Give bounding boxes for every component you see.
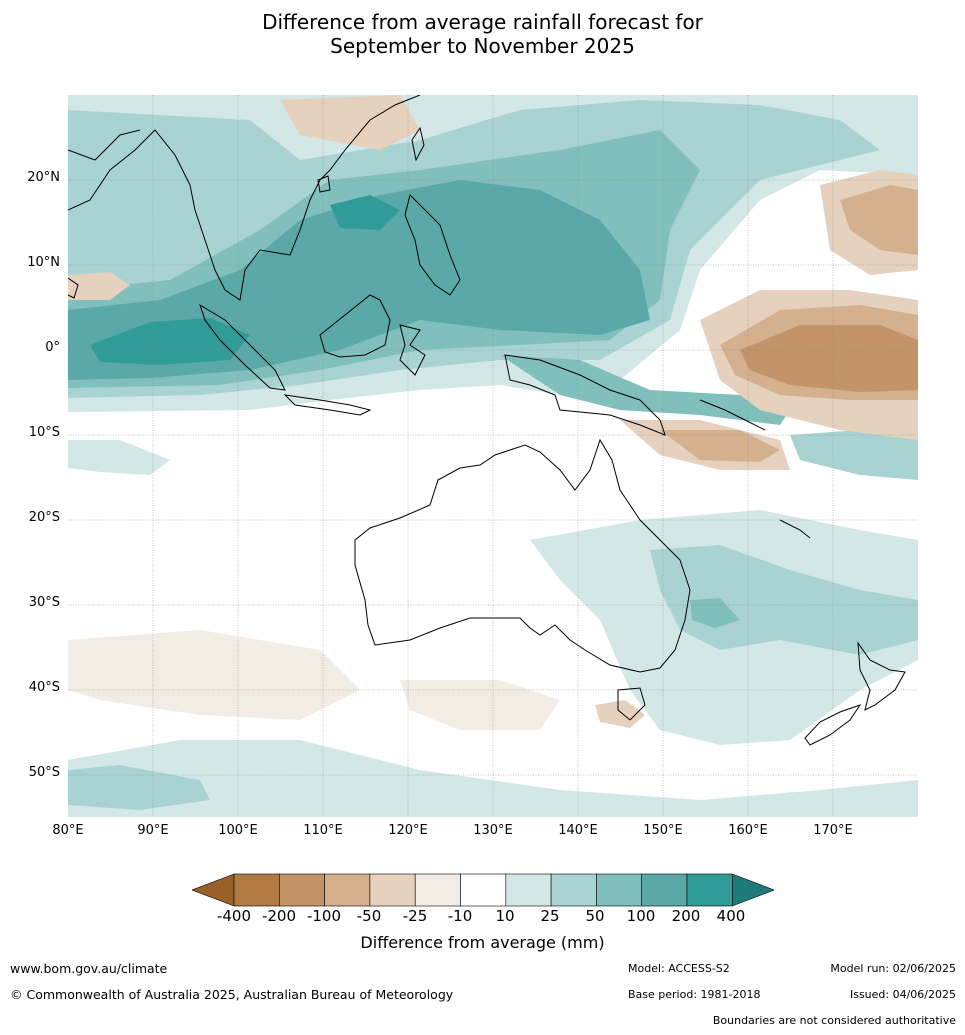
chart-title: Difference from average rainfall forecas… bbox=[0, 10, 965, 58]
sri-lanka-outline bbox=[68, 277, 79, 299]
colorbar-swatch bbox=[550, 873, 597, 907]
wet-region-east-aus-3 bbox=[690, 598, 740, 628]
australia-outline bbox=[354, 438, 691, 673]
hainan-outline bbox=[317, 175, 331, 193]
footer-base-period: Base period: 1981-2018 bbox=[628, 988, 761, 1001]
wet-region-south-2 bbox=[68, 765, 210, 810]
colorbar-tick-50: 50 bbox=[585, 907, 605, 925]
rainfall-map bbox=[68, 95, 918, 817]
colorbar-tick-m25: -25 bbox=[402, 907, 428, 925]
lon-label-90e: 90°E bbox=[137, 823, 169, 838]
lon-label-130e: 130°E bbox=[473, 823, 513, 838]
colorbar-tick-200: 200 bbox=[671, 907, 701, 925]
borneo-outline bbox=[319, 294, 391, 358]
lon-label-140e: 140°E bbox=[558, 823, 598, 838]
footer-website: www.bom.gov.au/climate bbox=[10, 961, 168, 976]
dry-region-south-indian-2 bbox=[400, 680, 560, 730]
dry-region-west-indian bbox=[68, 272, 130, 300]
colorbar-tick-10: 10 bbox=[495, 907, 515, 925]
dry-region-south-china-sea bbox=[280, 95, 420, 150]
title-line-2: September to November 2025 bbox=[330, 34, 635, 58]
lon-label-160e: 160°E bbox=[728, 823, 768, 838]
sulawesi-outline bbox=[399, 324, 426, 376]
colorbar-tick-25: 25 bbox=[540, 907, 560, 925]
colorbar-tick-m10: -10 bbox=[447, 907, 473, 925]
footer-issued: Issued: 04/06/2025 bbox=[849, 988, 956, 1001]
lon-label-170e: 170°E bbox=[813, 823, 853, 838]
lat-label-20s: 20°S bbox=[28, 510, 60, 525]
footer-model: Model: ACCESS-S2 bbox=[628, 962, 730, 975]
colorbar-swatch bbox=[505, 873, 552, 907]
vanuatu-new-caledonia-outline bbox=[779, 519, 811, 539]
rainfall-shading bbox=[68, 95, 918, 817]
sumatra-outline bbox=[199, 303, 286, 391]
gridlines bbox=[68, 95, 918, 817]
colorbar-swatch bbox=[686, 873, 733, 907]
lat-label-30s: 30°S bbox=[28, 595, 60, 610]
lon-label-110e: 110°E bbox=[303, 823, 343, 838]
dry-region-south-indian bbox=[68, 630, 360, 720]
lat-label-10n: 10°N bbox=[27, 255, 60, 270]
colorbar-swatch bbox=[641, 873, 688, 907]
lat-label-40s: 40°S bbox=[28, 680, 60, 695]
lat-label-20n: 20°N bbox=[27, 170, 60, 185]
wet-region-east-aus-2 bbox=[650, 545, 918, 655]
colorbar-swatch bbox=[324, 873, 371, 907]
colorbar-arrow-low bbox=[192, 873, 235, 907]
coastlines bbox=[68, 95, 906, 746]
india-outline bbox=[68, 129, 141, 161]
colorbar-swatch bbox=[369, 873, 416, 907]
wet-region-peak-2 bbox=[330, 195, 400, 230]
colorbar bbox=[192, 873, 774, 907]
taiwan-outline bbox=[411, 126, 425, 162]
colorbar-tick-100: 100 bbox=[626, 907, 656, 925]
colorbar-tick-m400: -400 bbox=[216, 907, 252, 925]
colorbar-tick-400: 400 bbox=[716, 907, 746, 925]
dry-region-pacific-core bbox=[740, 325, 918, 392]
lon-label-100e: 100°E bbox=[218, 823, 258, 838]
colorbar-swatch bbox=[233, 873, 280, 907]
colorbar-label: Difference from average (mm) bbox=[360, 933, 605, 952]
dry-region-tasmania bbox=[595, 700, 645, 728]
wet-region-south bbox=[68, 740, 918, 817]
new-guinea-outline bbox=[504, 354, 666, 436]
colorbar-swatch bbox=[279, 873, 325, 907]
lat-label-0: 0° bbox=[45, 340, 60, 355]
colorbar-arrow-high bbox=[731, 873, 774, 907]
colorbar-tick-m100: -100 bbox=[306, 907, 342, 925]
colorbar-tick-m50: -50 bbox=[356, 907, 382, 925]
title-line-1: Difference from average rainfall forecas… bbox=[262, 10, 703, 34]
lon-label-150e: 150°E bbox=[643, 823, 683, 838]
solomon-islands-outline bbox=[699, 399, 766, 431]
philippines-outline bbox=[404, 194, 461, 296]
colorbar-swatch bbox=[460, 873, 507, 907]
wet-region-east-pacific bbox=[790, 430, 918, 480]
footer-model-run: Model run: 02/06/2025 bbox=[830, 962, 956, 975]
lon-label-120e: 120°E bbox=[388, 823, 428, 838]
tasmania-outline bbox=[617, 687, 646, 721]
lat-label-50s: 50°S bbox=[28, 765, 60, 780]
wet-region-west bbox=[68, 440, 170, 475]
colorbar-tick-m200: -200 bbox=[261, 907, 297, 925]
dry-region-north-pacific-2 bbox=[840, 185, 918, 255]
lon-label-80e: 80°E bbox=[52, 823, 84, 838]
footer-copyright: © Commonwealth of Australia 2025, Austra… bbox=[10, 987, 454, 1002]
dry-region-coralsea-2 bbox=[660, 430, 780, 462]
lat-label-10s: 10°S bbox=[28, 425, 60, 440]
nz-north-outline bbox=[857, 641, 906, 711]
wet-region-peak bbox=[90, 318, 250, 365]
java-outline bbox=[283, 394, 372, 416]
mainland-asia-outline bbox=[68, 95, 421, 301]
colorbar-swatch bbox=[414, 873, 461, 907]
colorbar-swatch bbox=[596, 873, 642, 907]
nz-south-outline bbox=[804, 704, 862, 746]
footer-boundaries-note: Boundaries are not considered authoritat… bbox=[712, 1014, 956, 1027]
